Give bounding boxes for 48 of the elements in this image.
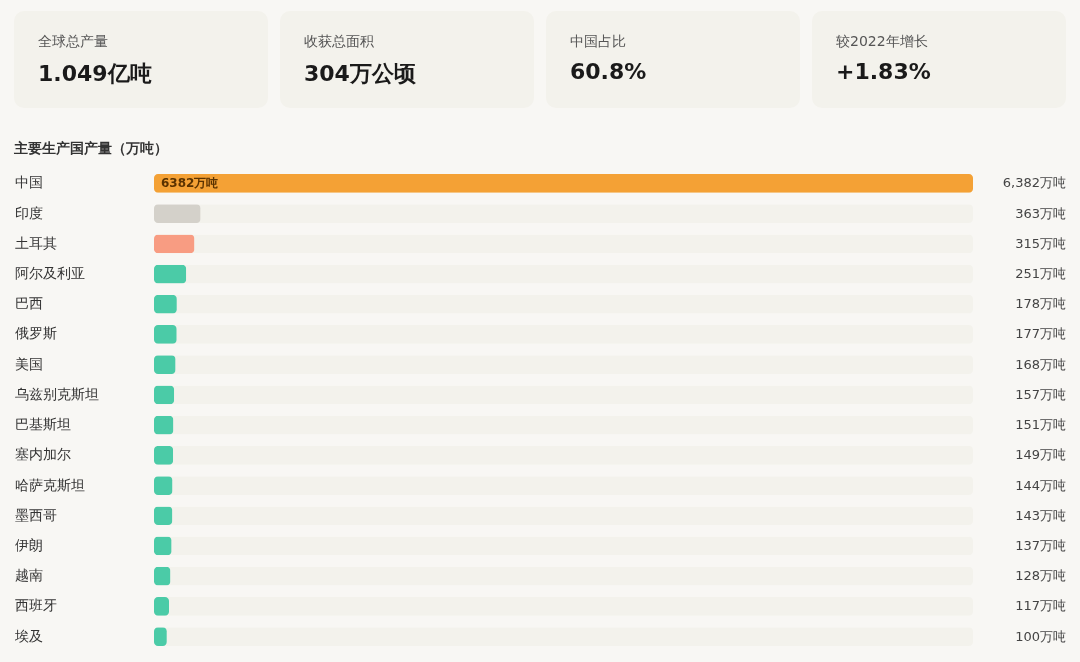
data-label: 128万吨 [1015, 568, 1066, 584]
data-label: 315万吨 [1015, 235, 1066, 251]
annotation: 6382万吨 [161, 176, 219, 191]
y-tick-label: 西班牙 [14, 597, 57, 614]
text: +1.83% [836, 59, 932, 84]
text: 60.8% [570, 59, 648, 84]
y-tick-label: 越南 [14, 567, 43, 584]
data-label: 143万吨 [1015, 507, 1066, 523]
y-tick-label: 阿尔及利亚 [14, 265, 85, 282]
data-label: 100万吨 [1015, 628, 1066, 644]
bar [154, 204, 201, 223]
bar [154, 445, 174, 465]
y-tick-label: 土耳其 [14, 234, 57, 251]
text: 收获总面积 [304, 33, 375, 51]
y-tick-label: 印度 [14, 204, 43, 221]
text: 较2022年增长 [836, 33, 929, 51]
bar [154, 234, 195, 254]
y-tick-label: 巴基斯坦 [14, 416, 71, 433]
y-tick-label: 乌兹别克斯坦 [14, 385, 99, 402]
text: 1.049亿吨 [38, 60, 153, 88]
data-label: 363万吨 [1015, 205, 1066, 221]
text: 中国占比 [570, 33, 627, 51]
y-tick-label: 美国 [14, 355, 43, 372]
data-label: 178万吨 [1015, 296, 1066, 312]
y-tick-label: 墨西哥 [14, 506, 57, 523]
bar [154, 415, 174, 435]
y-tick-label: 巴西 [14, 295, 43, 312]
y-tick-label: 伊朗 [14, 536, 43, 553]
y-tick-label: 俄罗斯 [14, 325, 57, 342]
data-label: 157万吨 [1015, 386, 1066, 402]
data-label: 251万吨 [1015, 266, 1066, 282]
text: 304万公顷 [304, 60, 417, 88]
data-label: 151万吨 [1015, 417, 1066, 433]
data-label: 177万吨 [1015, 326, 1066, 342]
data-label: 137万吨 [1015, 537, 1066, 553]
y-tick-label: 塞内加尔 [14, 446, 71, 463]
data-label: 144万吨 [1015, 477, 1066, 493]
data-label: 117万吨 [1015, 598, 1066, 614]
y-tick-label: 埃及 [13, 627, 43, 644]
data-label: 6,382万吨 [1002, 175, 1066, 191]
chart-title: 主要生产国产量（万吨） [13, 140, 168, 156]
y-tick-label: 哈萨克斯坦 [14, 476, 85, 493]
bar [154, 385, 175, 405]
data-label: 149万吨 [1015, 447, 1066, 463]
data-label: 168万吨 [1015, 356, 1066, 372]
text: 全球总产量 [38, 33, 109, 51]
y-tick-label: 中国 [14, 174, 43, 191]
bar [154, 264, 187, 284]
